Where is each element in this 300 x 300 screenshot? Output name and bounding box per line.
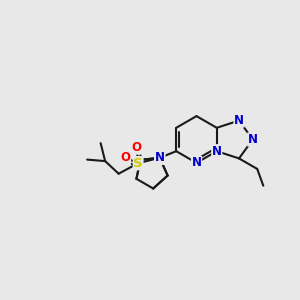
Text: O: O: [132, 141, 142, 154]
Text: N: N: [191, 156, 202, 170]
Text: N: N: [234, 114, 244, 127]
Text: S: S: [133, 157, 143, 170]
Text: N: N: [155, 151, 165, 164]
Text: N: N: [248, 133, 258, 146]
Text: N: N: [155, 151, 165, 164]
Text: O: O: [121, 151, 130, 164]
Text: N: N: [212, 145, 222, 158]
